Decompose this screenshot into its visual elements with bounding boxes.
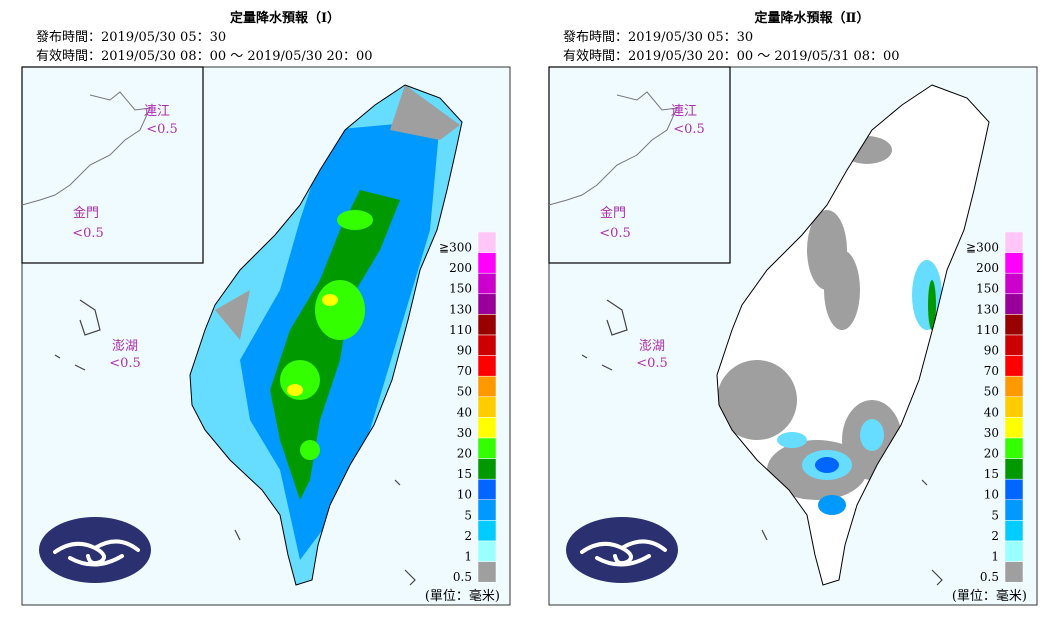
legend-swatch — [1004, 437, 1024, 459]
legend-label: 90 — [457, 343, 472, 357]
legend-swatch — [477, 375, 497, 398]
island-amount: <0.5 — [109, 356, 141, 371]
panel-title: 定量降水預報（Ⅰ） — [229, 10, 340, 26]
legend-swatch — [477, 231, 497, 253]
legend-label: 150 — [976, 282, 999, 296]
legend-label: 40 — [457, 405, 472, 419]
legend-swatch — [1004, 520, 1024, 542]
island-name: 澎湖 — [639, 339, 665, 354]
legend-swatch — [1004, 540, 1024, 562]
legend-label: 200 — [449, 261, 472, 275]
legend-label: 70 — [457, 364, 472, 378]
legend-swatch — [477, 355, 497, 377]
island-amount: <0.5 — [673, 122, 705, 137]
legend-swatch — [477, 458, 497, 480]
legend-label: 15 — [457, 467, 472, 481]
panel: 定量降水預報（Ⅰ）發布時間：2019/05/30 05：30 有效時間：2019/… — [21, 10, 511, 606]
island-amount: <0.5 — [72, 226, 104, 241]
issued-time: 發布時間：2019/05/30 05：30 — [563, 30, 753, 45]
legend-swatch — [1004, 314, 1024, 336]
legend-swatch — [1004, 396, 1024, 418]
legend-swatch — [477, 520, 497, 542]
island-name: 連江 — [671, 104, 697, 119]
legend-swatch — [477, 272, 497, 295]
legend-label: 20 — [984, 446, 999, 460]
legend-swatch — [1004, 417, 1024, 439]
island-name: 金門 — [73, 205, 99, 221]
legend-swatch — [1004, 375, 1024, 398]
legend-label: 10 — [984, 488, 999, 502]
island-amount: <0.5 — [636, 356, 668, 371]
legend-swatch — [477, 478, 497, 501]
legend-swatch — [1004, 231, 1024, 253]
legend-swatch — [477, 314, 497, 336]
legend-label: ≧300 — [439, 240, 472, 254]
legend-swatch — [1004, 499, 1024, 521]
legend-swatch — [477, 417, 497, 439]
legend-label: 130 — [449, 302, 472, 316]
legend-label: 15 — [984, 467, 999, 481]
legend-label: 2 — [991, 529, 999, 543]
island-name: 連江 — [144, 104, 170, 119]
legend-swatch — [1004, 458, 1024, 480]
legend-label: 30 — [457, 426, 472, 440]
legend-label: 5 — [464, 508, 472, 522]
legend-label: 0.5 — [980, 570, 999, 584]
legend-label: 1 — [991, 549, 999, 563]
panel: 定量降水預報（Ⅱ）發布時間：2019/05/30 05：30 有效時間：2019/… — [548, 10, 1038, 606]
legend-swatch — [1004, 334, 1024, 356]
legend-label: 70 — [984, 364, 999, 378]
legend-label: 0.5 — [453, 570, 472, 584]
legend-label: 130 — [976, 302, 999, 316]
legend-swatch — [477, 499, 497, 521]
legend-swatch — [1004, 478, 1024, 501]
legend-swatch — [1004, 252, 1024, 274]
legend-swatch — [1004, 561, 1024, 583]
legend-label: 30 — [984, 426, 999, 440]
legend-label: 20 — [457, 446, 472, 460]
legend-swatch — [1004, 272, 1024, 295]
legend-label: 40 — [984, 405, 999, 419]
legend-swatch — [477, 437, 497, 459]
island-amount: <0.5 — [146, 122, 178, 137]
valid-time: 有效時間：2019/05/30 08：00 ～ 2019/05/30 20：00 — [36, 49, 373, 64]
legend-label: 5 — [991, 508, 999, 522]
legend-swatch — [1004, 355, 1024, 377]
island-amount: <0.5 — [599, 226, 631, 241]
legend-swatch — [477, 561, 497, 583]
legend-label: 110 — [976, 323, 999, 337]
unit-label: (單位：毫米) — [425, 588, 500, 604]
legend-label: 10 — [457, 488, 472, 502]
legend-label: 1 — [464, 549, 472, 563]
legend-swatch — [477, 293, 497, 315]
legend-swatch — [477, 252, 497, 274]
legend-label: 2 — [464, 529, 472, 543]
unit-label: (單位：毫米) — [952, 588, 1027, 604]
legend-label: 90 — [984, 343, 999, 357]
legend-label: ≧300 — [966, 240, 999, 254]
legend-label: 50 — [457, 385, 472, 399]
legend-swatch — [477, 334, 497, 356]
legend-label: 200 — [976, 261, 999, 275]
island-name: 金門 — [600, 205, 626, 221]
legend-label: 110 — [449, 323, 472, 337]
legend-swatch — [1004, 293, 1024, 315]
legend-swatch — [477, 540, 497, 562]
legend-label: 150 — [449, 282, 472, 296]
issued-time: 發布時間：2019/05/30 05：30 — [36, 30, 226, 45]
island-name: 澎湖 — [112, 339, 138, 354]
legend-label: 50 — [984, 385, 999, 399]
valid-time: 有效時間：2019/05/30 20：00 ～ 2019/05/31 08：00 — [563, 49, 900, 64]
legend-swatch — [477, 396, 497, 418]
panel-title: 定量降水預報（Ⅱ） — [754, 10, 870, 26]
